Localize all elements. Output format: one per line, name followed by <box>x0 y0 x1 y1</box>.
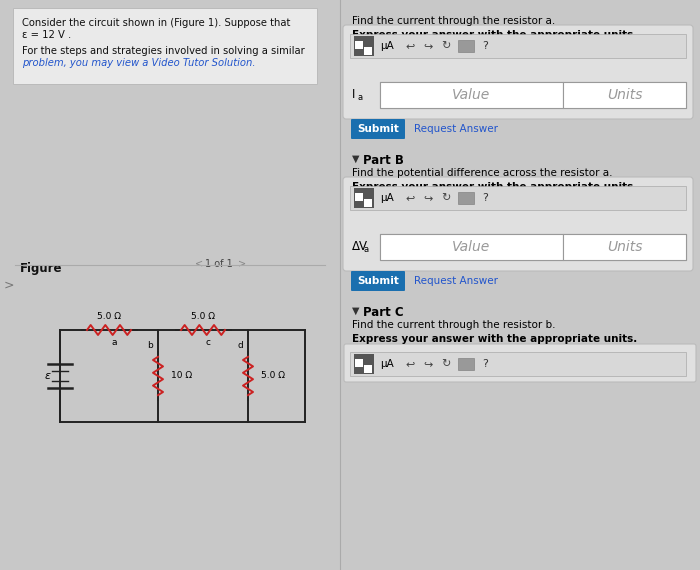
Text: Units: Units <box>607 88 643 102</box>
FancyBboxPatch shape <box>458 358 474 370</box>
FancyBboxPatch shape <box>380 82 563 108</box>
FancyBboxPatch shape <box>563 82 686 108</box>
Text: c: c <box>206 338 211 347</box>
FancyBboxPatch shape <box>458 192 474 204</box>
FancyBboxPatch shape <box>344 344 696 382</box>
Text: Submit: Submit <box>357 124 399 134</box>
Text: 1 of 1: 1 of 1 <box>205 259 232 269</box>
Text: Request Answer: Request Answer <box>414 276 498 286</box>
Text: I: I <box>352 88 356 101</box>
Text: ↩: ↩ <box>405 193 414 203</box>
Text: b: b <box>147 341 153 350</box>
Text: Request Answer: Request Answer <box>414 124 498 134</box>
FancyBboxPatch shape <box>351 119 405 139</box>
Text: 5.0 Ω: 5.0 Ω <box>97 312 121 321</box>
FancyBboxPatch shape <box>380 82 686 108</box>
Text: a: a <box>358 93 363 103</box>
Text: d: d <box>237 341 243 350</box>
Text: ↪: ↪ <box>423 193 433 203</box>
FancyBboxPatch shape <box>354 188 374 208</box>
Text: ▼: ▼ <box>352 306 360 316</box>
Text: For the steps and strategies involved in solving a similar: For the steps and strategies involved in… <box>22 46 304 56</box>
FancyBboxPatch shape <box>458 40 474 52</box>
Text: >: > <box>4 279 15 291</box>
Text: Consider the circuit shown in (Figure 1). Suppose that: Consider the circuit shown in (Figure 1)… <box>22 18 290 28</box>
Text: 5.0 Ω: 5.0 Ω <box>191 312 215 321</box>
Text: Express your answer with the appropriate units.: Express your answer with the appropriate… <box>352 30 637 40</box>
FancyBboxPatch shape <box>364 199 372 207</box>
FancyBboxPatch shape <box>380 234 563 260</box>
Text: Find the potential difference across the resistor a.: Find the potential difference across the… <box>352 168 612 178</box>
Text: Part B: Part B <box>363 154 404 167</box>
Text: Find the current through the resistor b.: Find the current through the resistor b. <box>352 320 556 330</box>
Text: ↩: ↩ <box>405 41 414 51</box>
Text: ↻: ↻ <box>441 359 450 369</box>
Text: ↪: ↪ <box>423 359 433 369</box>
Text: ?: ? <box>482 359 488 369</box>
Text: Submit: Submit <box>357 276 399 286</box>
FancyBboxPatch shape <box>364 47 372 55</box>
FancyBboxPatch shape <box>13 8 317 84</box>
Text: μA: μA <box>380 41 393 51</box>
Text: ε = 12 V .: ε = 12 V . <box>22 30 71 40</box>
Text: Find the current through the resistor a.: Find the current through the resistor a. <box>352 16 555 26</box>
FancyBboxPatch shape <box>355 193 363 201</box>
Text: <: < <box>195 259 203 269</box>
Text: ↪: ↪ <box>423 41 433 51</box>
FancyBboxPatch shape <box>354 354 374 374</box>
FancyBboxPatch shape <box>343 177 693 271</box>
FancyBboxPatch shape <box>364 365 372 373</box>
Text: problem, you may view a Video Tutor Solution.: problem, you may view a Video Tutor Solu… <box>22 58 255 68</box>
Text: μA: μA <box>380 193 393 203</box>
Text: ↩: ↩ <box>405 359 414 369</box>
Text: 5.0 Ω: 5.0 Ω <box>261 372 285 381</box>
Text: Value: Value <box>452 240 491 254</box>
Text: Part C: Part C <box>363 306 404 319</box>
Text: ▼: ▼ <box>352 154 360 164</box>
FancyBboxPatch shape <box>354 36 374 56</box>
Text: a: a <box>363 246 368 254</box>
FancyBboxPatch shape <box>563 234 686 260</box>
FancyBboxPatch shape <box>350 186 686 210</box>
Text: >: > <box>238 259 246 269</box>
Text: Units: Units <box>607 240 643 254</box>
Text: ?: ? <box>482 193 488 203</box>
FancyBboxPatch shape <box>350 352 686 376</box>
Text: ?: ? <box>482 41 488 51</box>
Text: ↻: ↻ <box>441 41 450 51</box>
FancyBboxPatch shape <box>343 25 693 119</box>
Text: ΔV: ΔV <box>352 241 368 254</box>
Text: ε: ε <box>45 371 51 381</box>
FancyBboxPatch shape <box>355 359 363 367</box>
FancyBboxPatch shape <box>350 34 686 58</box>
Text: a: a <box>111 338 117 347</box>
Text: Value: Value <box>452 88 491 102</box>
FancyBboxPatch shape <box>380 234 686 260</box>
FancyBboxPatch shape <box>351 271 405 291</box>
Text: ↻: ↻ <box>441 193 450 203</box>
Text: 10 Ω: 10 Ω <box>171 372 192 381</box>
Text: Figure: Figure <box>20 262 62 275</box>
Text: Express your answer with the appropriate units.: Express your answer with the appropriate… <box>352 182 637 192</box>
FancyBboxPatch shape <box>355 41 363 49</box>
Text: Express your answer with the appropriate units.: Express your answer with the appropriate… <box>352 334 637 344</box>
Text: μA: μA <box>380 359 393 369</box>
